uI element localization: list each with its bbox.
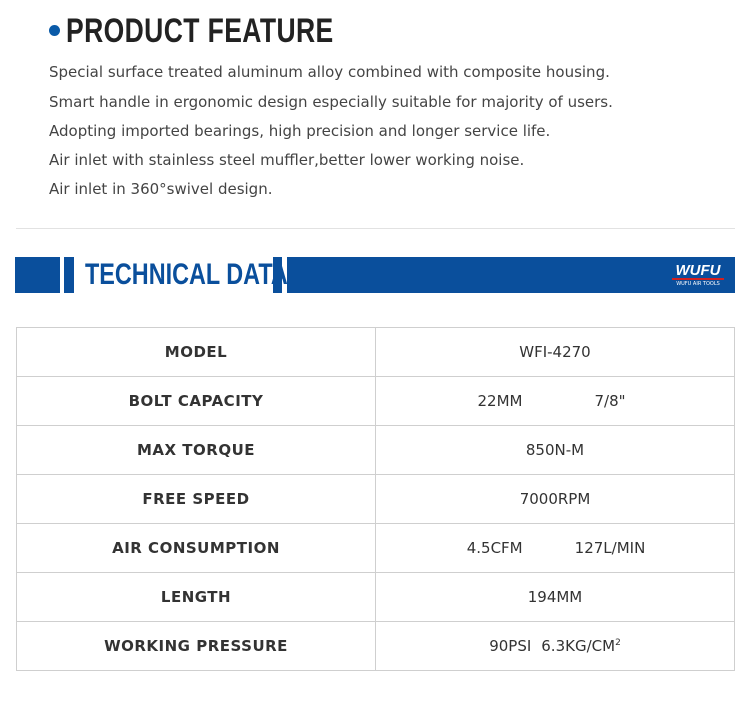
feature-item: Smart handle in ergonomic design especia…	[49, 93, 613, 111]
value-part: WFI-4270	[519, 343, 591, 361]
section-title: PRODUCT FEATURE	[66, 12, 334, 50]
table-row: MODEL WFI-4270	[16, 327, 735, 377]
value-part: 850N-M	[525, 441, 585, 459]
logo-subtext: WUFU AIR TOOLS	[676, 281, 720, 287]
spec-name: FREE SPEED	[16, 474, 376, 524]
logo-text: WUFU	[672, 263, 724, 280]
spec-value: WFI-4270	[375, 327, 735, 377]
value-part: 194MM	[527, 588, 583, 606]
divider	[16, 228, 735, 229]
spec-value: 90PSI 6.3KG/CM2	[375, 621, 735, 671]
value-part: 90PSI	[489, 637, 532, 655]
spec-value: 4.5CFM 127L/MIN	[375, 523, 735, 573]
feature-item: Air inlet with stainless steel muffler,b…	[49, 151, 525, 169]
table-row: WORKING PRESSURE 90PSI 6.3KG/CM2	[16, 621, 735, 671]
spec-name: LENGTH	[16, 572, 376, 622]
value-part: 22MM	[477, 392, 523, 410]
logo: WUFU WUFU AIR TOOLS	[672, 263, 724, 288]
banner-bar	[64, 257, 74, 293]
spec-name: BOLT CAPACITY	[16, 376, 376, 426]
table-row: LENGTH 194MM	[16, 572, 735, 622]
spec-name: WORKING PRESSURE	[16, 621, 376, 671]
spec-name: MAX TORQUE	[16, 425, 376, 475]
value-part: 127L/MIN	[574, 539, 646, 557]
table-row: FREE SPEED 7000RPM	[16, 474, 735, 524]
value-part: 6.3KG/CM	[541, 637, 616, 655]
spec-value: 22MM 7/8"	[375, 376, 735, 426]
spec-name: MODEL	[16, 327, 376, 377]
banner-band	[287, 257, 735, 293]
spec-name: AIR CONSUMPTION	[16, 523, 376, 573]
feature-item: Adopting imported bearings, high precisi…	[49, 122, 551, 140]
value-part: 4.5CFM	[466, 539, 523, 557]
banner-bar	[273, 257, 282, 293]
banner-block	[15, 257, 60, 293]
feature-item: Air inlet in 360°swivel design.	[49, 180, 273, 198]
table-row: AIR CONSUMPTION 4.5CFM 127L/MIN	[16, 523, 735, 573]
spec-value: 850N-M	[375, 425, 735, 475]
section-title: TECHNICAL DATA	[85, 258, 288, 291]
feature-item: Special surface treated aluminum alloy c…	[49, 63, 610, 81]
table-row: BOLT CAPACITY 22MM 7/8"	[16, 376, 735, 426]
spec-value: 7000RPM	[375, 474, 735, 524]
value-part: 7/8"	[594, 392, 626, 410]
spec-table: MODEL WFI-4270 BOLT CAPACITY 22MM 7/8" MAX TO…	[16, 327, 735, 671]
superscript: 2	[615, 638, 621, 648]
bullet-dot	[49, 25, 60, 36]
table-row: MAX TORQUE 850N-M	[16, 425, 735, 475]
value-part: 7000RPM	[519, 490, 591, 508]
spec-value: 194MM	[375, 572, 735, 622]
